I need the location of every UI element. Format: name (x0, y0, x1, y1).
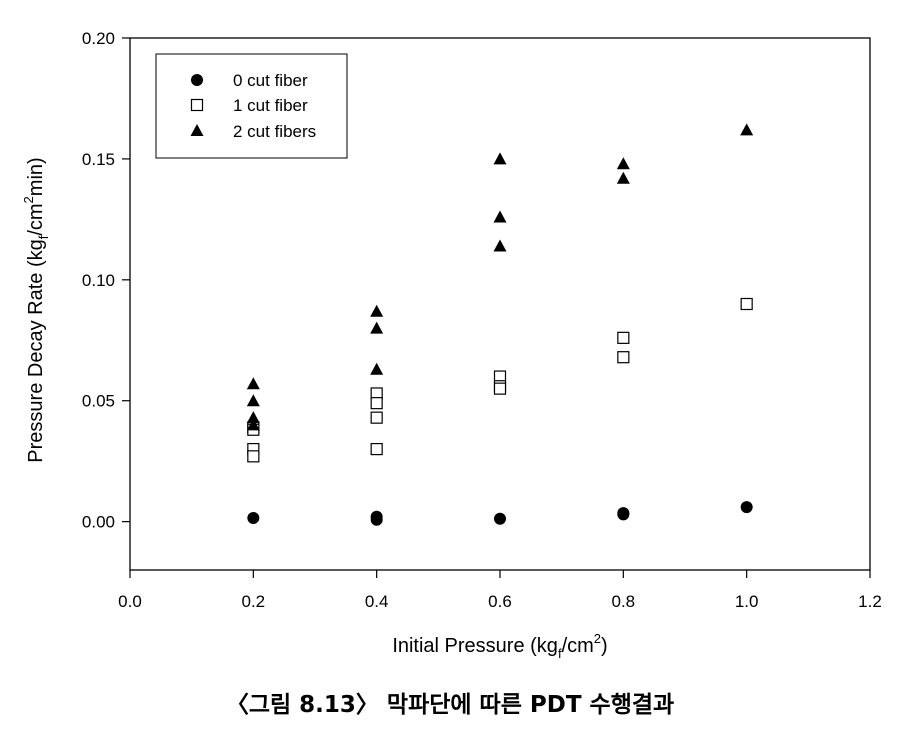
x-axis-title: Initial Pressure (kgf/cm2) (392, 631, 607, 661)
legend-box (155, 53, 348, 159)
point-0-cut-fiber (617, 508, 630, 521)
x-tick-label: 0.8 (612, 592, 636, 611)
y-tick-label: 0.20 (82, 29, 115, 48)
x-tick-label: 0.0 (118, 592, 142, 611)
point-2-cut-fibers (493, 210, 507, 223)
y-tick-label: 0.00 (82, 513, 115, 532)
y-tick-label: 0.15 (82, 150, 115, 169)
point-2-cut-fibers (370, 362, 384, 375)
point-2-cut-fibers (740, 123, 754, 136)
point-2-cut-fibers (246, 377, 260, 390)
point-2-cut-fibers (616, 171, 630, 184)
point-1-cut-fiber (740, 297, 753, 311)
y-tick-label: 0.05 (82, 392, 115, 411)
legend-label-2-cut: 2 cut fibers (233, 122, 316, 141)
point-1-cut-fiber (617, 351, 630, 364)
point-0-cut-fiber (494, 512, 506, 525)
legend-marker-2-cut (190, 124, 204, 136)
point-2-cut-fibers (246, 418, 260, 431)
point-0-cut-fiber (370, 513, 383, 526)
x-tick-label: 0.2 (242, 592, 266, 611)
legend-marker-1-cut (190, 98, 204, 112)
point-2-cut-fibers (370, 304, 384, 317)
point-1-cut-fiber (370, 397, 383, 410)
y-tick-label: 0.10 (82, 271, 115, 290)
point-1-cut-fiber (370, 411, 383, 424)
point-1-cut-fiber (617, 331, 630, 344)
point-2-cut-fibers (493, 152, 507, 165)
point-2-cut-fibers (246, 411, 260, 424)
y-axis-ticks: 0.00 0.05 0.10 0.15 0.20 (82, 29, 130, 532)
legend-marker-0-cut (191, 74, 203, 86)
point-2-cut-fibers (370, 321, 384, 334)
x-tick-label: 1.2 (858, 592, 882, 611)
x-axis-ticks: 0.0 0.2 0.4 0.6 0.8 1.0 1.2 (118, 570, 882, 611)
point-1-cut-fiber (370, 442, 383, 456)
point-2-cut-fibers (616, 157, 630, 170)
legend: 0 cut fiber 1 cut fiber 2 cut fibers (155, 53, 348, 159)
point-1-cut-fiber (247, 450, 260, 463)
point-1-cut-fiber (493, 382, 507, 395)
point-2-cut-fibers (493, 239, 507, 252)
y-axis-title: Pressure Decay Rate (kgf/cm2min) (21, 157, 51, 462)
figure-caption: 〈그림 8.13〉 막파단에 따른 PDT 수행결과 (226, 692, 674, 718)
point-2-cut-fibers (246, 394, 260, 407)
data-points (246, 123, 754, 526)
x-tick-label: 1.0 (735, 592, 759, 611)
x-tick-label: 0.4 (365, 592, 389, 611)
x-tick-label: 0.6 (488, 592, 512, 611)
legend-label-0-cut: 0 cut fiber (233, 71, 308, 90)
point-0-cut-fiber (247, 512, 260, 525)
legend-label-1-cut: 1 cut fiber (233, 96, 308, 115)
point-0-cut-fiber (740, 501, 753, 514)
